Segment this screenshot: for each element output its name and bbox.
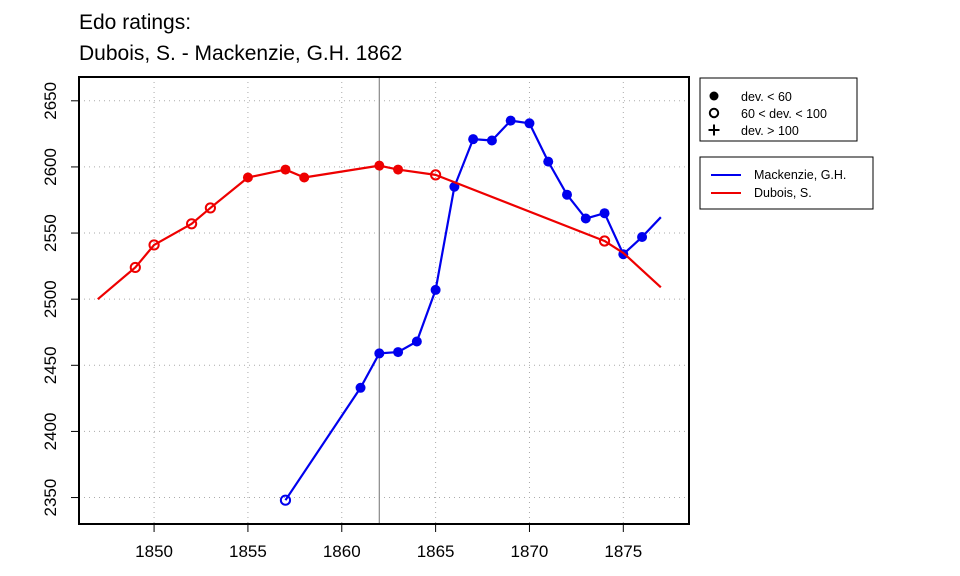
data-point	[204, 202, 216, 214]
symbol-legend-label-2: dev. > 100	[741, 124, 799, 138]
data-point	[280, 164, 291, 175]
x-tick-label: 1875	[604, 542, 642, 561]
x-tick-label: 1860	[323, 542, 361, 561]
x-tick-label: 1865	[417, 542, 455, 561]
y-tick-label: 2350	[41, 479, 60, 517]
data-point	[543, 156, 554, 167]
x-tick-label: 1870	[511, 542, 549, 561]
y-tick-label: 2400	[41, 413, 60, 451]
data-point	[374, 160, 385, 171]
series-legend-box	[699, 156, 874, 210]
series-legend-label-dubois: Dubois, S.	[754, 186, 812, 200]
x-tick-label: 1855	[229, 542, 267, 561]
data-point	[580, 213, 591, 224]
y-tick-label: 2650	[41, 82, 60, 120]
data-point	[279, 494, 292, 506]
y-tick-label: 2600	[41, 148, 60, 186]
data-point	[562, 189, 572, 200]
data-point	[355, 382, 366, 393]
y-axis: 2350 2400 2450 2500 2550 2600 2650	[41, 82, 79, 517]
data-point	[505, 115, 516, 126]
symbol-legend-label-1: 60 < dev. < 100	[741, 107, 827, 121]
data-point	[393, 164, 404, 175]
plot-frame	[78, 76, 690, 525]
chart-title-line-1: Edo ratings:	[79, 11, 191, 34]
series-legend-label-mackenzie: Mackenzie, G.H.	[754, 168, 846, 182]
data-point	[486, 135, 497, 146]
data-point	[430, 284, 441, 295]
open-circle-icon	[708, 107, 720, 119]
y-tick-label: 2450	[41, 346, 60, 384]
data-point	[393, 347, 404, 358]
data-point	[411, 336, 422, 347]
data-point	[524, 118, 535, 129]
series-dubois-s	[97, 160, 662, 301]
data-point	[599, 208, 610, 219]
data-point	[637, 232, 648, 243]
grid	[79, 77, 689, 524]
plus-icon	[708, 124, 720, 136]
data-point	[186, 218, 198, 230]
data-point	[598, 235, 611, 247]
data-point	[242, 172, 253, 183]
series-layer	[97, 115, 662, 506]
chart-title-line-2: Dubois, S. - Mackenzie, G.H. 1862	[79, 42, 402, 65]
y-tick-label: 2550	[41, 214, 60, 252]
series-line-dubois-s	[97, 164, 662, 301]
data-point	[299, 172, 310, 183]
symbol-legend-label-0: dev. < 60	[741, 90, 792, 104]
y-tick-label: 2500	[41, 280, 60, 318]
data-point	[148, 239, 160, 251]
symbol-legend-box	[699, 77, 858, 142]
data-point	[129, 261, 141, 274]
data-point	[430, 169, 442, 181]
series-legend: Mackenzie, G.H. Dubois, S.	[699, 156, 874, 210]
filled-circle-icon	[709, 91, 719, 101]
series-mackenzie-g-h	[279, 115, 662, 506]
data-point	[468, 134, 479, 145]
x-axis: 1850 1855 1860 1865 1870 1875	[135, 524, 642, 561]
symbol-legend: dev. < 60 60 < dev. < 100 dev. > 100	[699, 77, 858, 142]
x-tick-label: 1850	[135, 542, 173, 561]
data-point	[374, 348, 385, 359]
